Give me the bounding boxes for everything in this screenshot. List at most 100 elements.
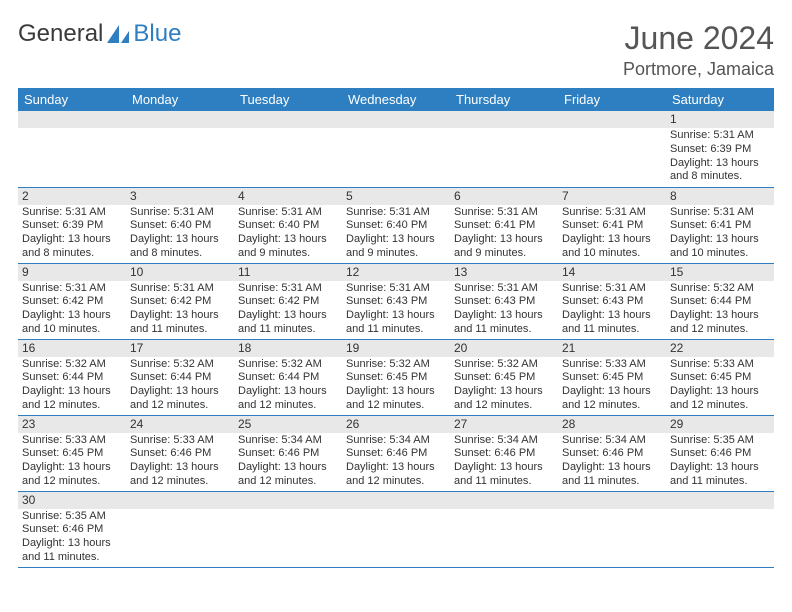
calendar-cell <box>126 491 234 567</box>
day-number: 1 <box>666 111 774 128</box>
day-content: Sunrise: 5:33 AMSunset: 6:46 PMDaylight:… <box>126 433 234 491</box>
day-content: Sunrise: 5:31 AMSunset: 6:43 PMDaylight:… <box>558 281 666 339</box>
daylight-line: Daylight: 13 hours and 12 minutes. <box>562 385 662 413</box>
calendar-row: 1Sunrise: 5:31 AMSunset: 6:39 PMDaylight… <box>18 111 774 187</box>
calendar-cell <box>234 111 342 187</box>
sunrise-line: Sunrise: 5:31 AM <box>22 206 122 220</box>
sunrise-line: Sunrise: 5:31 AM <box>130 282 230 296</box>
calendar-cell: 9Sunrise: 5:31 AMSunset: 6:42 PMDaylight… <box>18 263 126 339</box>
sunset-line: Sunset: 6:45 PM <box>562 371 662 385</box>
day-number: 20 <box>450 340 558 357</box>
sunrise-line: Sunrise: 5:31 AM <box>454 282 554 296</box>
weekday-header: Thursday <box>450 88 558 111</box>
day-content: Sunrise: 5:31 AMSunset: 6:42 PMDaylight:… <box>234 281 342 339</box>
day-number: 4 <box>234 188 342 205</box>
day-number: 7 <box>558 188 666 205</box>
sunset-line: Sunset: 6:46 PM <box>454 447 554 461</box>
day-number <box>342 492 450 509</box>
calendar-body: 1Sunrise: 5:31 AMSunset: 6:39 PMDaylight… <box>18 111 774 567</box>
day-content: Sunrise: 5:31 AMSunset: 6:41 PMDaylight:… <box>450 205 558 263</box>
daylight-line: Daylight: 13 hours and 10 minutes. <box>22 309 122 337</box>
sunset-line: Sunset: 6:42 PM <box>22 295 122 309</box>
calendar-cell: 12Sunrise: 5:31 AMSunset: 6:43 PMDayligh… <box>342 263 450 339</box>
sunset-line: Sunset: 6:44 PM <box>238 371 338 385</box>
title-block: June 2024 Portmore, Jamaica <box>623 20 774 80</box>
sunset-line: Sunset: 6:43 PM <box>346 295 446 309</box>
sunrise-line: Sunrise: 5:33 AM <box>22 434 122 448</box>
day-content: Sunrise: 5:34 AMSunset: 6:46 PMDaylight:… <box>558 433 666 491</box>
calendar-cell <box>450 491 558 567</box>
day-number <box>234 492 342 509</box>
sunset-line: Sunset: 6:45 PM <box>22 447 122 461</box>
day-content: Sunrise: 5:35 AMSunset: 6:46 PMDaylight:… <box>666 433 774 491</box>
sunset-line: Sunset: 6:42 PM <box>238 295 338 309</box>
sunrise-line: Sunrise: 5:32 AM <box>670 282 770 296</box>
day-number <box>234 111 342 128</box>
day-content: Sunrise: 5:34 AMSunset: 6:46 PMDaylight:… <box>342 433 450 491</box>
sunset-line: Sunset: 6:45 PM <box>346 371 446 385</box>
month-title: June 2024 <box>623 20 774 57</box>
sunset-line: Sunset: 6:41 PM <box>562 219 662 233</box>
daylight-line: Daylight: 13 hours and 11 minutes. <box>454 461 554 489</box>
day-content: Sunrise: 5:31 AMSunset: 6:40 PMDaylight:… <box>126 205 234 263</box>
day-content: Sunrise: 5:31 AMSunset: 6:42 PMDaylight:… <box>18 281 126 339</box>
weekday-header: Friday <box>558 88 666 111</box>
day-number: 2 <box>18 188 126 205</box>
calendar-cell <box>234 491 342 567</box>
sunset-line: Sunset: 6:46 PM <box>238 447 338 461</box>
sunrise-line: Sunrise: 5:31 AM <box>22 282 122 296</box>
day-content: Sunrise: 5:31 AMSunset: 6:41 PMDaylight:… <box>558 205 666 263</box>
daylight-line: Daylight: 13 hours and 8 minutes. <box>670 157 770 185</box>
day-number <box>126 111 234 128</box>
calendar-row: 16Sunrise: 5:32 AMSunset: 6:44 PMDayligh… <box>18 339 774 415</box>
calendar-cell: 30Sunrise: 5:35 AMSunset: 6:46 PMDayligh… <box>18 491 126 567</box>
daylight-line: Daylight: 13 hours and 12 minutes. <box>130 385 230 413</box>
sunrise-line: Sunrise: 5:34 AM <box>238 434 338 448</box>
daylight-line: Daylight: 13 hours and 12 minutes. <box>346 461 446 489</box>
daylight-line: Daylight: 13 hours and 12 minutes. <box>346 385 446 413</box>
calendar-cell <box>342 491 450 567</box>
daylight-line: Daylight: 13 hours and 11 minutes. <box>562 309 662 337</box>
calendar-cell: 11Sunrise: 5:31 AMSunset: 6:42 PMDayligh… <box>234 263 342 339</box>
sunset-line: Sunset: 6:45 PM <box>670 371 770 385</box>
weekday-header: Wednesday <box>342 88 450 111</box>
logo-text-a: General <box>18 20 103 48</box>
sail-icon <box>105 23 131 45</box>
day-content: Sunrise: 5:31 AMSunset: 6:42 PMDaylight:… <box>126 281 234 339</box>
day-number: 18 <box>234 340 342 357</box>
daylight-line: Daylight: 13 hours and 12 minutes. <box>238 385 338 413</box>
day-content: Sunrise: 5:32 AMSunset: 6:44 PMDaylight:… <box>126 357 234 415</box>
sunrise-line: Sunrise: 5:35 AM <box>670 434 770 448</box>
day-content: Sunrise: 5:31 AMSunset: 6:41 PMDaylight:… <box>666 205 774 263</box>
daylight-line: Daylight: 13 hours and 10 minutes. <box>670 233 770 261</box>
sunrise-line: Sunrise: 5:31 AM <box>670 206 770 220</box>
logo: General Blue <box>18 20 181 48</box>
sunset-line: Sunset: 6:43 PM <box>454 295 554 309</box>
weekday-header: Saturday <box>666 88 774 111</box>
weekday-header: Sunday <box>18 88 126 111</box>
calendar-cell: 19Sunrise: 5:32 AMSunset: 6:45 PMDayligh… <box>342 339 450 415</box>
daylight-line: Daylight: 13 hours and 12 minutes. <box>670 385 770 413</box>
daylight-line: Daylight: 13 hours and 11 minutes. <box>130 309 230 337</box>
day-content: Sunrise: 5:31 AMSunset: 6:39 PMDaylight:… <box>666 128 774 186</box>
daylight-line: Daylight: 13 hours and 11 minutes. <box>454 309 554 337</box>
day-number <box>450 492 558 509</box>
day-number <box>558 492 666 509</box>
daylight-line: Daylight: 13 hours and 9 minutes. <box>238 233 338 261</box>
sunrise-line: Sunrise: 5:34 AM <box>346 434 446 448</box>
sunset-line: Sunset: 6:40 PM <box>130 219 230 233</box>
daylight-line: Daylight: 13 hours and 12 minutes. <box>22 461 122 489</box>
calendar-row: 23Sunrise: 5:33 AMSunset: 6:45 PMDayligh… <box>18 415 774 491</box>
day-number: 9 <box>18 264 126 281</box>
daylight-line: Daylight: 13 hours and 12 minutes. <box>454 385 554 413</box>
sunrise-line: Sunrise: 5:31 AM <box>346 282 446 296</box>
day-content: Sunrise: 5:31 AMSunset: 6:40 PMDaylight:… <box>234 205 342 263</box>
sunrise-line: Sunrise: 5:31 AM <box>130 206 230 220</box>
sunrise-line: Sunrise: 5:31 AM <box>238 282 338 296</box>
day-number: 10 <box>126 264 234 281</box>
day-number: 11 <box>234 264 342 281</box>
calendar-cell <box>450 111 558 187</box>
day-content: Sunrise: 5:32 AMSunset: 6:44 PMDaylight:… <box>18 357 126 415</box>
calendar-cell: 3Sunrise: 5:31 AMSunset: 6:40 PMDaylight… <box>126 187 234 263</box>
day-number <box>558 111 666 128</box>
